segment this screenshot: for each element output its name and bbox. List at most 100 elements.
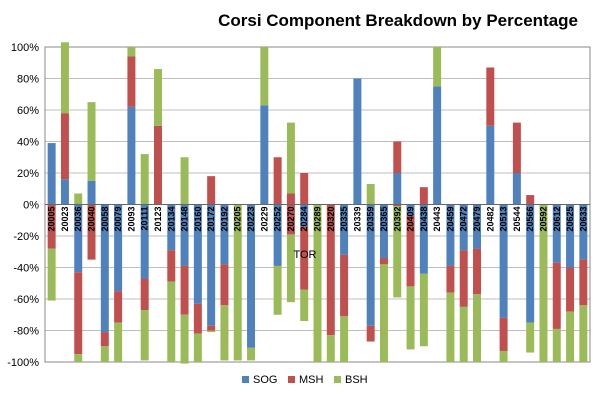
x-tick-label: 20079 [113,207,123,232]
bar-bsh-neg [419,273,428,347]
bar-bsh-neg [539,204,548,362]
y-tick-label: -20% [13,231,39,243]
bar-sog-neg [114,204,123,292]
x-tick-label: 20339 [352,207,362,232]
bar-bsh-neg [566,311,575,362]
bar-bsh-pos [140,154,149,205]
bar-sog-neg [366,204,375,326]
bar-msh-neg [100,332,109,347]
x-tick-label: 20205 [233,207,243,232]
x-tick-label: 20438 [419,207,429,232]
x-tick-label: 20040 [87,207,97,232]
bar-msh-pos [207,176,216,205]
x-tick-label: 20320 [326,207,336,232]
x-tick-label: 20111 [140,207,150,231]
bar-msh-pos [300,173,309,205]
x-tick-label: 20335 [339,207,349,232]
y-tick-label: -80% [13,326,39,338]
bar-sog-neg [273,204,282,266]
bar-bsh-neg [167,281,176,362]
bar-sog-neg [340,204,349,255]
x-tick-label: 20409 [406,207,416,232]
bar-bsh-neg [459,306,468,362]
bar-sog-pos [393,173,402,205]
bar-msh-neg [326,204,335,336]
x-tick-label: 20459 [445,207,455,232]
bar-sog-neg [446,204,455,266]
bar-msh-neg [393,204,402,207]
x-tick-label: 20058 [100,207,110,232]
y-tick-label: 60% [17,105,39,117]
y-tick-label: 40% [17,137,39,149]
bar-bsh-neg [526,322,535,353]
bar-bsh-neg [406,286,415,350]
bar-msh-pos [526,195,535,205]
bar-bsh-pos [180,157,189,205]
x-tick-label: 20359 [366,207,376,232]
bar-msh-neg [379,258,388,265]
x-tick-label: 20192 [219,207,229,232]
x-tick-label: 20270 [286,207,296,232]
bar-sog-pos [433,86,442,205]
bar-bsh-neg [247,347,256,361]
bar-bsh-neg [74,354,83,362]
bar-bsh-pos [260,47,269,106]
x-tick-label: 20123 [153,207,163,232]
bar-msh-pos [273,157,282,205]
y-tick-label: 100% [11,42,39,54]
bar-msh-neg [459,250,468,307]
bar-msh-pos [286,193,295,205]
bar-msh-pos [154,125,162,205]
bar-sog-neg [167,204,176,251]
x-tick-label: 20482 [485,207,495,232]
bar-sog-pos [512,173,521,205]
bar-bsh-pos [87,102,96,181]
bar-msh-neg [406,215,415,287]
bar-msh-neg [366,325,375,342]
x-tick-label: 20284 [299,207,309,232]
legend-label-sog: SOG [253,374,277,386]
y-tick-label: -40% [13,263,39,275]
bar-msh-neg [87,204,96,260]
x-tick-label: 20289 [313,207,323,232]
bar-bsh-neg [180,314,189,364]
bar-bsh-pos [60,42,69,114]
bar-bsh-neg [286,234,295,303]
x-tick-label: 20612 [552,207,562,232]
bar-sog-neg [579,204,588,260]
bar-msh-neg [140,278,149,311]
x-tick-label: 20172 [206,207,216,232]
bar-msh-neg [579,259,588,306]
bar-msh-pos [486,67,495,126]
bar-bsh-neg [220,305,229,361]
legend-label-msh: MSH [299,374,324,386]
x-tick-label: 20544 [512,207,522,232]
bar-sog-neg [379,204,388,259]
bar-bsh-neg [207,330,216,333]
bar-bsh-neg [100,346,109,362]
bar-msh-neg [193,303,202,334]
bar-sog-pos [127,106,136,205]
bar-sog-neg [473,204,481,249]
bar-bsh-neg [273,265,282,315]
bar-msh-pos [60,113,69,180]
bar-msh-neg [114,291,123,323]
legend-swatch-msh [288,376,295,383]
bar-msh-neg [473,248,481,295]
bar-bsh-neg [193,333,202,362]
y-tick-label: 20% [17,168,39,180]
bar-bsh-neg [140,310,149,361]
bar-bsh-pos [127,47,136,57]
bar-msh-pos [419,187,428,205]
bar-bsh-neg [393,206,402,298]
bar-bsh-neg [446,292,455,362]
x-tick-label: 20160 [193,207,203,232]
bar-msh-neg [207,325,216,331]
x-tick-label: 20252 [273,207,283,232]
bar-msh-neg [220,264,229,306]
x-tick-label: 20625 [565,207,575,232]
y-tick-label: 0% [23,200,39,212]
bar-msh-neg [446,265,455,293]
